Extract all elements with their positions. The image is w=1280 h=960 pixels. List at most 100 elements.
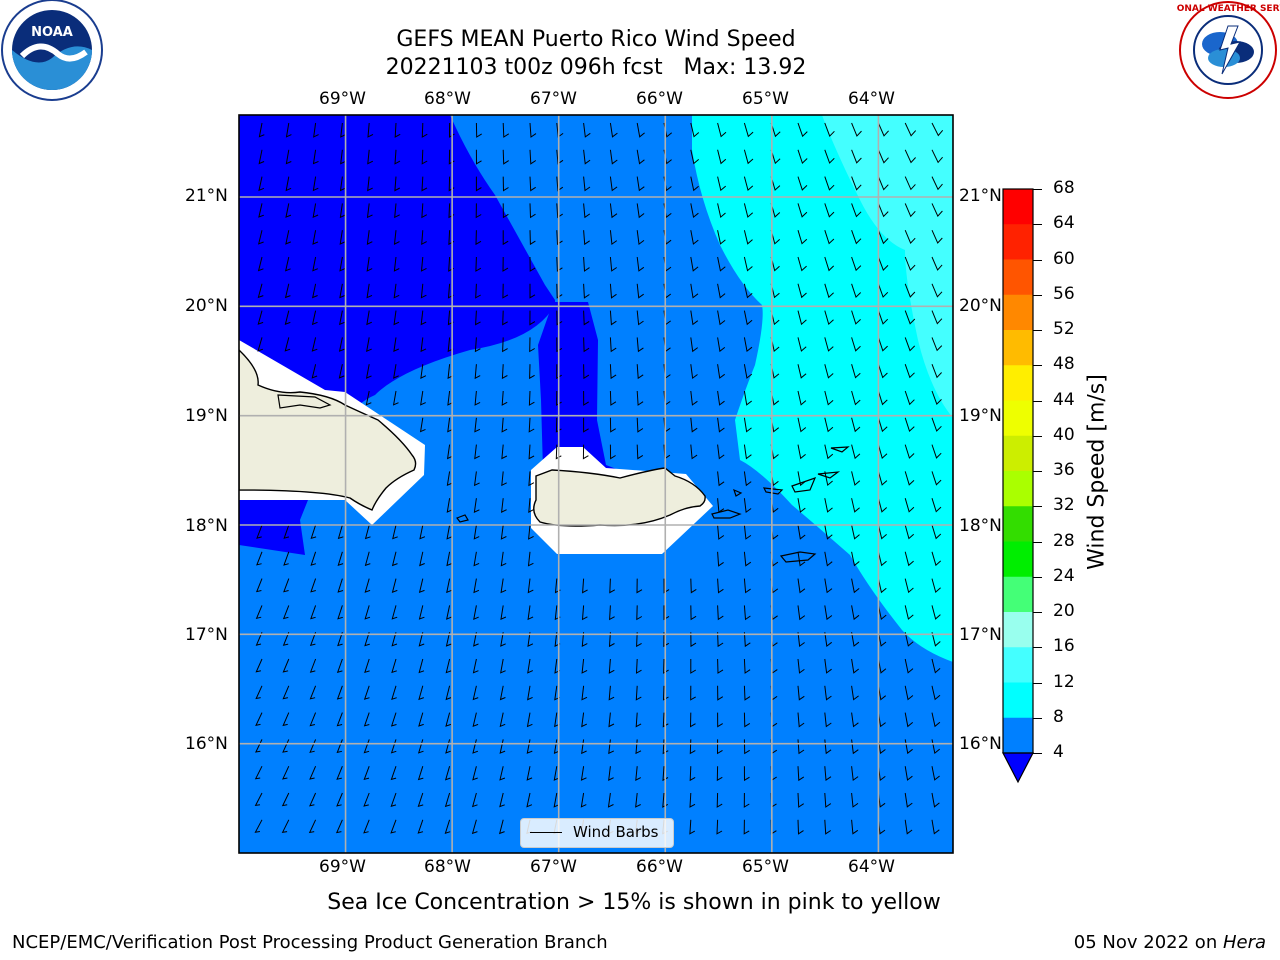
wind-barb [797, 632, 805, 648]
wind-barb [904, 578, 914, 594]
wind-barb [931, 524, 942, 540]
wind-barb [851, 122, 862, 137]
lat-label-right-19n: 19°N [959, 406, 1002, 426]
wind-barb [256, 524, 263, 539]
wind-barb [931, 792, 940, 808]
wind-barb [877, 176, 889, 191]
wind-barb [636, 176, 645, 192]
wind-barb [689, 712, 696, 728]
wind-barb [446, 471, 453, 487]
wind-barb [284, 310, 291, 325]
wind-barb [475, 203, 482, 219]
wind-barb [877, 578, 887, 594]
wind-barb [717, 658, 724, 674]
lat-label-left-17n: 17°N [185, 625, 228, 645]
wind-barb [690, 390, 698, 406]
wind-barb [475, 176, 482, 192]
wind-barb [336, 712, 343, 727]
wind-barb [367, 149, 374, 165]
wind-barb [931, 203, 943, 218]
wind-barb [418, 685, 424, 701]
lon-label-top-64w: 64°W [848, 89, 895, 109]
wind-barb [257, 230, 264, 245]
wind-barb [851, 256, 862, 272]
nws-logo-text: NATIONAL WEATHER SERVICE [1176, 4, 1280, 14]
wind-barb [931, 149, 943, 164]
wind-barb [797, 364, 807, 379]
wind-barb [501, 417, 508, 433]
wind-barb [310, 551, 317, 566]
colorbar-bin-32-36 [1003, 471, 1033, 507]
wind-barb [474, 364, 481, 380]
wind-barb [609, 203, 618, 219]
wind-barb [851, 203, 862, 218]
wind-barb [662, 792, 669, 808]
wind-barb [851, 685, 859, 701]
colorbar-tick-60: 60 [1053, 248, 1075, 269]
wind-barb [690, 283, 699, 299]
wind-barb [824, 310, 834, 326]
wind-barb [500, 605, 507, 621]
wind-barb [904, 310, 916, 325]
lat-label-right-20n: 20°N [959, 296, 1002, 316]
lon-label-top-67w: 67°W [530, 89, 577, 109]
wind-barb [365, 364, 372, 379]
wind-barb [904, 417, 915, 433]
wind-barb [583, 283, 590, 299]
wind-barb [797, 471, 806, 487]
wind-barb [877, 658, 887, 674]
lon-label-bottom-67w: 67°W [530, 857, 577, 877]
wind-barb [797, 337, 807, 352]
wind-barb [391, 578, 398, 594]
wind-barb [717, 551, 724, 567]
wind-barb [390, 712, 397, 727]
wind-barb [417, 819, 424, 834]
wind-barb [690, 122, 700, 138]
wind-barb [904, 390, 915, 406]
wind-barb [877, 230, 889, 245]
wind-barb [502, 310, 508, 326]
wind-barb [877, 310, 889, 325]
wind-barb [581, 658, 588, 674]
wind-barb [931, 390, 942, 406]
wind-barb [527, 685, 533, 701]
wind-barb [877, 256, 889, 272]
wind-barb [475, 256, 482, 272]
wind-barb [474, 444, 480, 460]
wind-barb [877, 417, 888, 433]
colorbar-bin-44-48 [1003, 365, 1033, 401]
wind-barb [609, 444, 616, 460]
wind-barb [446, 551, 453, 567]
wind-barb [337, 605, 343, 620]
wind-region-below-4-tongue [538, 302, 632, 475]
wind-barb [717, 471, 725, 487]
wind-barb [904, 766, 913, 781]
wind-barb [473, 578, 480, 594]
wind-barb [690, 444, 698, 460]
wind-barb [824, 578, 833, 594]
noaa-logo: NOAA [1, 0, 103, 101]
wind-barb [367, 122, 374, 138]
lon-label-top-68w: 68°W [424, 89, 471, 109]
wind-barb [690, 605, 697, 621]
wind-barb [418, 578, 425, 593]
wind-barb [743, 444, 752, 460]
wind-barb [931, 685, 941, 701]
wind-barb [797, 551, 806, 567]
wind-barb [609, 256, 617, 272]
wind-barb [690, 310, 699, 326]
wind-barb [797, 766, 805, 782]
wind-barb [797, 792, 804, 808]
wind-barb [609, 176, 618, 192]
wind-barb [636, 283, 644, 299]
colorbar-tick-mark [1033, 682, 1042, 684]
wind-barb [904, 203, 916, 218]
wind-barb [340, 149, 346, 165]
wind-barb-legend-swatch [530, 832, 562, 833]
wind-barb [635, 792, 641, 808]
wind-barb [256, 551, 263, 566]
wind-barb [743, 498, 752, 513]
wind-barb [580, 766, 587, 781]
wind-barb [529, 203, 536, 219]
